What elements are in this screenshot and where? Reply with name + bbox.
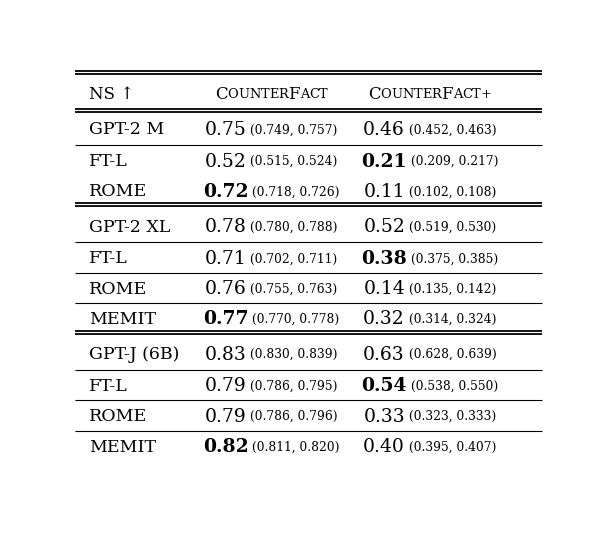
Text: E: E — [269, 88, 278, 101]
Text: (0.395, 0.407): (0.395, 0.407) — [405, 441, 497, 454]
Text: E: E — [422, 88, 432, 101]
Text: 0.54: 0.54 — [361, 377, 407, 395]
Text: (0.452, 0.463): (0.452, 0.463) — [405, 123, 497, 136]
Text: 0.72: 0.72 — [203, 183, 248, 201]
Text: FT-L: FT-L — [89, 153, 128, 170]
Text: (0.718, 0.726): (0.718, 0.726) — [248, 186, 340, 199]
Text: FT-L: FT-L — [89, 250, 128, 267]
Text: (0.830, 0.839): (0.830, 0.839) — [246, 348, 338, 361]
Text: F: F — [288, 86, 300, 103]
Text: T: T — [319, 88, 327, 101]
Text: T: T — [414, 88, 422, 101]
Text: (0.375, 0.385): (0.375, 0.385) — [407, 252, 498, 265]
Text: ROME: ROME — [89, 281, 147, 298]
Text: (0.770, 0.778): (0.770, 0.778) — [249, 313, 340, 326]
Text: T: T — [261, 88, 269, 101]
Text: 0.52: 0.52 — [205, 153, 246, 171]
Text: C: C — [368, 86, 380, 103]
Text: 0.21: 0.21 — [361, 153, 407, 171]
Text: C: C — [309, 88, 319, 101]
Text: FT-L: FT-L — [89, 378, 128, 395]
Text: (0.755, 0.763): (0.755, 0.763) — [246, 282, 338, 296]
Text: GPT-2 XL: GPT-2 XL — [89, 218, 170, 236]
Text: ROME: ROME — [89, 183, 147, 201]
Text: 0.14: 0.14 — [363, 280, 405, 298]
Text: (0.209, 0.217): (0.209, 0.217) — [407, 155, 498, 168]
Text: 0.71: 0.71 — [205, 250, 246, 268]
Text: 0.82: 0.82 — [203, 438, 248, 456]
Text: (0.102, 0.108): (0.102, 0.108) — [405, 186, 496, 199]
Text: NS ↑: NS ↑ — [89, 86, 134, 103]
Text: O: O — [228, 88, 238, 101]
Text: F: F — [441, 86, 453, 103]
Text: GPT-J (6B): GPT-J (6B) — [89, 346, 179, 363]
Text: (0.786, 0.796): (0.786, 0.796) — [246, 410, 338, 423]
Text: N: N — [402, 88, 414, 101]
Text: (0.135, 0.142): (0.135, 0.142) — [405, 282, 497, 296]
Text: C: C — [215, 86, 228, 103]
Text: N: N — [249, 88, 261, 101]
Text: (0.786, 0.795): (0.786, 0.795) — [246, 380, 338, 393]
Text: 0.63: 0.63 — [363, 345, 405, 364]
Text: 0.46: 0.46 — [363, 121, 405, 139]
Text: (0.780, 0.788): (0.780, 0.788) — [246, 221, 338, 233]
Text: U: U — [391, 88, 402, 101]
Text: ROME: ROME — [89, 408, 147, 425]
Text: (0.749, 0.757): (0.749, 0.757) — [246, 123, 338, 136]
Text: 0.32: 0.32 — [363, 310, 405, 329]
Text: MEMIT: MEMIT — [89, 438, 157, 456]
Text: C: C — [462, 88, 473, 101]
Text: 0.79: 0.79 — [205, 408, 246, 426]
Text: R: R — [432, 88, 441, 101]
Text: GPT-2 M: GPT-2 M — [89, 121, 164, 138]
Text: A: A — [300, 88, 309, 101]
Text: 0.52: 0.52 — [363, 218, 405, 236]
Text: (0.811, 0.820): (0.811, 0.820) — [248, 441, 340, 454]
Text: (0.702, 0.711): (0.702, 0.711) — [246, 252, 338, 265]
Text: U: U — [238, 88, 249, 101]
Text: R: R — [278, 88, 288, 101]
Text: (0.628, 0.639): (0.628, 0.639) — [405, 348, 497, 361]
Text: 0.83: 0.83 — [205, 345, 246, 364]
Text: 0.75: 0.75 — [205, 121, 246, 139]
Text: O: O — [380, 88, 391, 101]
Text: 0.78: 0.78 — [205, 218, 246, 236]
Text: (0.538, 0.550): (0.538, 0.550) — [407, 380, 498, 393]
Text: 0.11: 0.11 — [364, 183, 405, 201]
Text: (0.519, 0.530): (0.519, 0.530) — [405, 221, 497, 233]
Text: 0.40: 0.40 — [363, 438, 405, 456]
Text: +: + — [481, 88, 492, 101]
Text: (0.323, 0.333): (0.323, 0.333) — [405, 410, 496, 423]
Text: (0.515, 0.524): (0.515, 0.524) — [246, 155, 338, 168]
Text: MEMIT: MEMIT — [89, 311, 157, 328]
Text: T: T — [473, 88, 481, 101]
Text: (0.314, 0.324): (0.314, 0.324) — [405, 313, 497, 326]
Text: A: A — [453, 88, 462, 101]
Text: 0.33: 0.33 — [364, 408, 405, 426]
Text: 0.79: 0.79 — [205, 377, 246, 395]
Text: 0.77: 0.77 — [203, 310, 249, 329]
Text: 0.76: 0.76 — [205, 280, 246, 298]
Text: 0.38: 0.38 — [361, 250, 407, 268]
